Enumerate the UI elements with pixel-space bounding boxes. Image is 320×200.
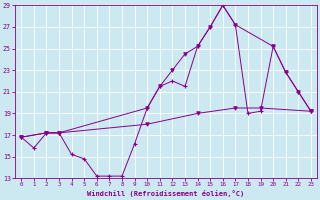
X-axis label: Windchill (Refroidissement éolien,°C): Windchill (Refroidissement éolien,°C) [87,190,245,197]
